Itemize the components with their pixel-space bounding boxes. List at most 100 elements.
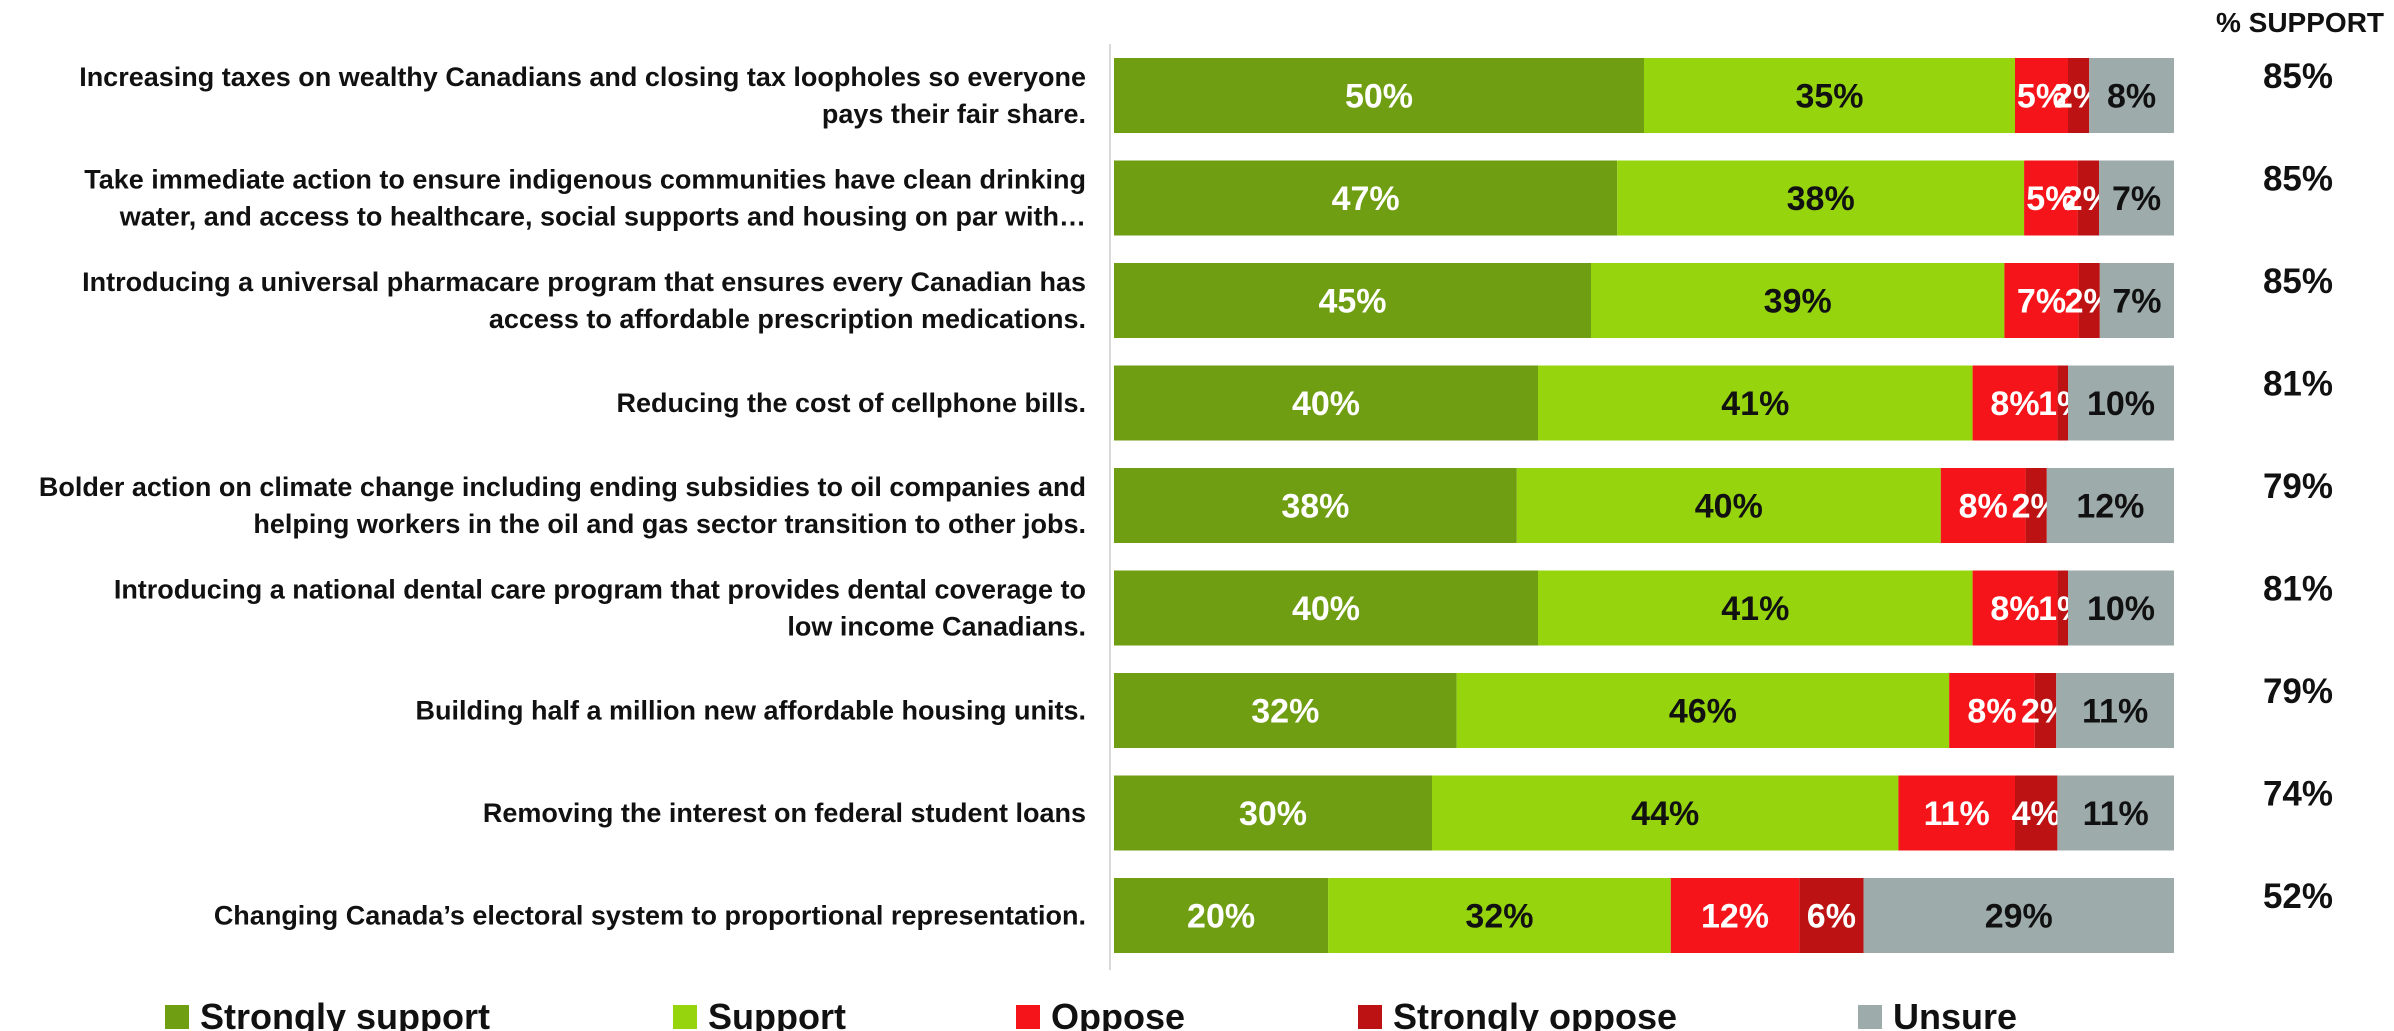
bar-segment	[2099, 263, 2174, 338]
data-label: 40%	[1292, 590, 1360, 628]
support-total: 81%	[2263, 365, 2333, 404]
legend-swatch	[1016, 1005, 1040, 1029]
data-label: 45%	[1318, 283, 1386, 321]
category-label: Bolder action on climate change includin…	[39, 472, 1086, 502]
data-label: 40%	[1695, 488, 1763, 526]
bar-segment	[1432, 775, 1899, 851]
support-column-header: % SUPPORT	[2216, 7, 2384, 38]
bar-segment	[1114, 468, 1517, 543]
data-label: 29%	[1985, 898, 2053, 936]
legend-item: Strongly support	[165, 996, 490, 1031]
legend-item: Oppose	[1016, 996, 1185, 1031]
bar-segment	[1114, 263, 1591, 338]
bar-segment	[2025, 468, 2047, 543]
data-label: 32%	[1251, 693, 1319, 731]
bar-segment	[2068, 570, 2174, 646]
bar-segment	[1114, 775, 1432, 851]
data-label: 12%	[2076, 488, 2144, 526]
data-label: 7%	[2112, 180, 2161, 218]
legend-swatch	[165, 1005, 189, 1029]
data-label: 11%	[2083, 795, 2149, 833]
chart-rows: Increasing taxes on wealthy Canadians an…	[39, 57, 2333, 953]
data-label: 10%	[2087, 385, 2155, 423]
category-label: low income Canadians.	[787, 612, 1086, 642]
bar-segment	[1114, 878, 1329, 953]
data-label: 7%	[2112, 283, 2161, 321]
data-label: 38%	[1281, 488, 1349, 526]
legend-swatch	[673, 1005, 697, 1029]
support-total: 85%	[2263, 262, 2333, 301]
bar-segment	[1972, 365, 2058, 441]
data-label: 8%	[1967, 693, 2016, 731]
category-label: Take immediate action to ensure indigeno…	[84, 165, 1086, 195]
legend-label: Oppose	[1051, 996, 1185, 1031]
category-label: Reducing the cost of cellphone bills.	[616, 388, 1086, 418]
category-label: Building half a million new affordable h…	[415, 696, 1086, 726]
bar-segment	[1114, 673, 1457, 748]
chart-row: Introducing a universal pharmacare progr…	[82, 262, 2333, 338]
bar-segment	[2004, 263, 2079, 338]
support-total: 79%	[2263, 672, 2333, 711]
category-label: Removing the interest on federal student…	[483, 798, 1086, 828]
support-total: 52%	[2263, 877, 2333, 916]
data-label: 5%	[2026, 180, 2075, 218]
data-label: 8%	[1990, 590, 2039, 628]
data-label: 8%	[1990, 385, 2039, 423]
bar-segment	[1863, 878, 2174, 953]
data-label: 11%	[2082, 693, 2148, 731]
data-label: 7%	[2017, 283, 2066, 321]
legend-item: Strongly oppose	[1358, 996, 1677, 1031]
bar-segment	[1114, 58, 1644, 133]
category-label: Introducing a universal pharmacare progr…	[82, 267, 1086, 297]
bar-segment	[1114, 160, 1618, 236]
bar-segment	[2034, 673, 2057, 748]
category-label: Increasing taxes on wealthy Canadians an…	[79, 62, 1086, 92]
data-label: 32%	[1465, 898, 1533, 936]
data-label: 38%	[1787, 180, 1855, 218]
bar-segment	[1114, 570, 1538, 646]
bar-segment	[2056, 673, 2174, 748]
bar-segment	[2077, 160, 2100, 236]
data-label: 41%	[1721, 385, 1789, 423]
bar-segment	[1617, 160, 2025, 236]
legend-label: Strongly oppose	[1393, 996, 1677, 1031]
support-total: 85%	[2263, 57, 2333, 96]
bar-segment	[2046, 468, 2174, 543]
chart-row: Removing the interest on federal student…	[483, 775, 2333, 851]
data-label: 6%	[1807, 898, 1856, 936]
chart-row: Reducing the cost of cellphone bills. 40%…	[616, 365, 2333, 441]
support-total: 79%	[2263, 467, 2333, 506]
bar-segment	[2099, 160, 2174, 236]
data-label: 4%	[2012, 795, 2061, 833]
data-label: 10%	[2087, 590, 2155, 628]
chart-row: Introducing a national dental care progr…	[114, 570, 2333, 646]
legend-item: Support	[673, 996, 846, 1031]
legend-label: Unsure	[1893, 996, 2017, 1031]
data-label: 11%	[1924, 795, 1990, 833]
bar-segment	[2068, 58, 2090, 133]
data-label: 35%	[1795, 78, 1863, 116]
bar-segment	[1799, 878, 1864, 953]
bar-segment	[2089, 58, 2174, 133]
bar-segment	[1516, 468, 1941, 543]
bar-segment	[1972, 570, 2058, 646]
data-label: 12%	[1701, 898, 1769, 936]
chart-row: Take immediate action to ensure indigeno…	[84, 160, 2333, 236]
data-label: 5%	[2017, 78, 2066, 116]
support-total: 85%	[2263, 160, 2333, 199]
data-label: 8%	[1959, 488, 2008, 526]
bar-segment	[2024, 160, 2078, 236]
legend-label: Support	[708, 996, 846, 1031]
data-label: 44%	[1631, 795, 1699, 833]
bar-segment	[1949, 673, 2035, 748]
bar-segment	[2057, 365, 2068, 441]
data-label: 8%	[2107, 78, 2156, 116]
chart-row: Increasing taxes on wealthy Canadians an…	[79, 57, 2333, 133]
bar-segment	[1591, 263, 2005, 338]
bar-segment	[1538, 570, 1973, 646]
legend: Strongly support Support Oppose Strongly op…	[165, 996, 2017, 1031]
bar-segment	[1538, 365, 1973, 441]
bar-segment	[2015, 58, 2068, 133]
data-label: 30%	[1239, 795, 1307, 833]
bar-segment	[2015, 775, 2058, 851]
